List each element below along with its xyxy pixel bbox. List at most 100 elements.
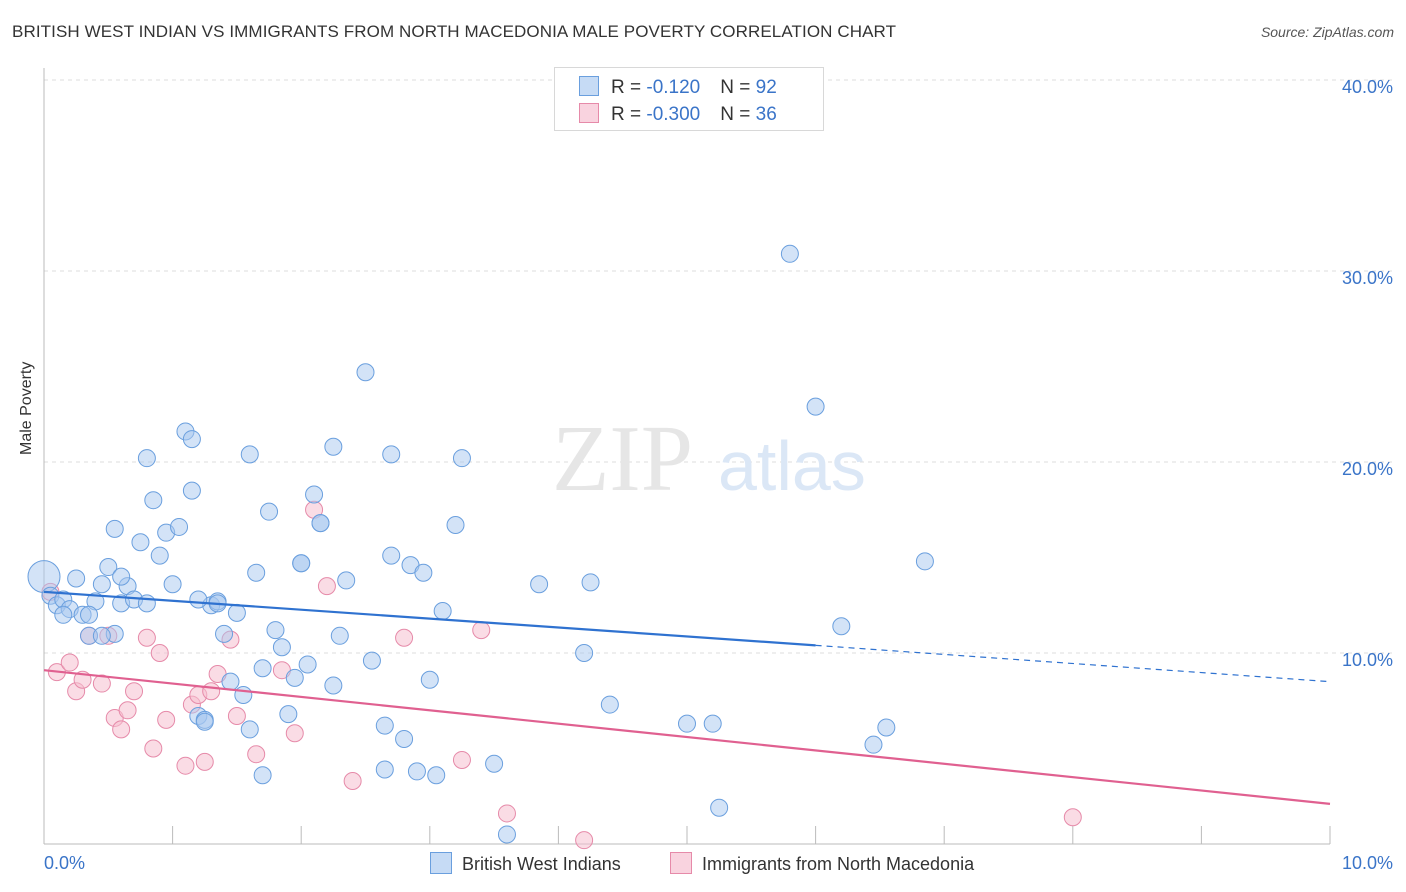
data-point-north-macedonia [227, 707, 246, 726]
data-point-north-macedonia [452, 750, 471, 769]
stats-legend: R = -0.120 N = 92 R = -0.300 N = 36 [554, 67, 824, 131]
data-point-british-west-indians [362, 651, 381, 670]
data-point-british-west-indians [92, 626, 111, 645]
legend-item-british-west-indians: British West Indians [430, 852, 621, 875]
data-point-british-west-indians [446, 516, 465, 535]
data-point-north-macedonia [176, 756, 195, 775]
watermark-zip: ZIP [552, 407, 693, 511]
data-point-british-west-indians [420, 670, 439, 689]
data-point-british-west-indians [703, 714, 722, 733]
data-point-british-west-indians [80, 605, 99, 624]
data-point-british-west-indians [375, 716, 394, 735]
data-point-british-west-indians [67, 569, 86, 588]
data-point-british-west-indians [780, 244, 799, 263]
n-value: 36 [755, 104, 777, 125]
data-point-british-west-indians [105, 519, 124, 538]
data-point-british-west-indians [92, 575, 111, 594]
pink-swatch [670, 852, 692, 874]
data-point-north-macedonia [150, 644, 169, 662]
trendline-british-west-indians [43, 590, 816, 647]
data-point-british-west-indians [337, 571, 356, 590]
data-point-british-west-indians [27, 560, 61, 594]
data-point-north-macedonia [195, 752, 214, 771]
source-label: Source: ZipAtlas.com [1260, 24, 1394, 40]
n-label: N = [720, 77, 756, 98]
data-point-north-macedonia [343, 771, 362, 790]
data-point-north-macedonia [497, 804, 516, 823]
data-point-british-west-indians [311, 514, 330, 533]
data-point-north-macedonia [202, 682, 221, 701]
data-point-british-west-indians [260, 502, 279, 521]
data-point-british-west-indians [227, 603, 246, 622]
data-point-british-west-indians [54, 605, 73, 624]
data-point-north-macedonia [92, 674, 111, 693]
data-point-north-macedonia [247, 745, 266, 764]
x-tick-label: 10.0% [1342, 853, 1393, 873]
r-label: R = [611, 104, 647, 125]
data-point-north-macedonia [137, 628, 156, 647]
data-point-british-west-indians [877, 718, 896, 737]
blue-swatch [579, 76, 599, 96]
data-point-british-west-indians [375, 760, 394, 779]
data-point-british-west-indians [382, 445, 401, 464]
data-point-north-macedonia [118, 701, 137, 720]
legend-row-blue: R = -0.120 N = 92 [579, 76, 777, 99]
data-point-british-west-indians [305, 485, 324, 504]
data-point-british-west-indians [382, 546, 401, 565]
legend-row-pink: R = -0.300 N = 36 [579, 103, 777, 126]
data-point-british-west-indians [215, 624, 234, 643]
blue-swatch [430, 852, 452, 874]
data-point-british-west-indians [253, 766, 272, 785]
data-point-british-west-indians [170, 517, 189, 536]
r-label: R = [611, 77, 647, 98]
data-point-british-west-indians [395, 729, 414, 748]
data-point-british-west-indians [131, 533, 150, 552]
data-point-british-west-indians [832, 617, 851, 636]
x-tick-label: 0.0% [44, 853, 85, 873]
data-point-british-west-indians [864, 735, 883, 754]
y-tick-label: 10.0% [1342, 650, 1393, 670]
data-point-british-west-indians [452, 449, 471, 468]
data-point-british-west-indians [324, 437, 343, 456]
data-point-north-macedonia [395, 628, 414, 647]
y-tick-label: 30.0% [1342, 268, 1393, 288]
y-axis-label: Male Poverty [18, 361, 35, 455]
data-point-british-west-indians [414, 563, 433, 582]
data-point-british-west-indians [485, 754, 504, 773]
data-point-british-west-indians [247, 563, 266, 582]
data-point-british-west-indians [234, 686, 253, 705]
data-point-british-west-indians [150, 546, 169, 565]
data-point-british-west-indians [112, 567, 131, 586]
data-point-british-west-indians [137, 449, 156, 468]
legend-item-north-macedonia: Immigrants from North Macedonia [670, 852, 974, 875]
data-point-british-west-indians [600, 695, 619, 714]
data-point-british-west-indians [137, 594, 156, 613]
chart-title: BRITISH WEST INDIAN VS IMMIGRANTS FROM N… [12, 22, 897, 41]
data-point-british-west-indians [407, 762, 426, 781]
data-point-british-west-indians [324, 676, 343, 695]
data-point-british-west-indians [285, 668, 304, 687]
data-point-british-west-indians [806, 397, 825, 416]
pink-swatch [579, 103, 599, 123]
data-point-british-west-indians [279, 705, 298, 724]
data-point-british-west-indians [433, 601, 452, 620]
data-point-british-west-indians [266, 621, 285, 640]
data-point-north-macedonia [125, 682, 144, 701]
trendline-north-macedonia [43, 669, 1331, 805]
legend-label: British West Indians [462, 854, 621, 874]
r-value: -0.120 [646, 77, 701, 98]
data-point-british-west-indians [710, 798, 729, 817]
data-point-north-macedonia [144, 739, 163, 758]
data-point-north-macedonia [1063, 808, 1082, 827]
data-point-british-west-indians [182, 481, 201, 500]
data-point-north-macedonia [317, 577, 336, 596]
data-point-british-west-indians [915, 552, 934, 571]
data-point-british-west-indians [144, 491, 163, 510]
y-tick-label: 20.0% [1342, 459, 1393, 479]
data-point-british-west-indians [163, 575, 182, 594]
data-point-british-west-indians [221, 672, 240, 691]
data-point-british-west-indians [182, 430, 201, 449]
data-point-british-west-indians [678, 714, 696, 733]
data-point-british-west-indians [530, 575, 549, 594]
